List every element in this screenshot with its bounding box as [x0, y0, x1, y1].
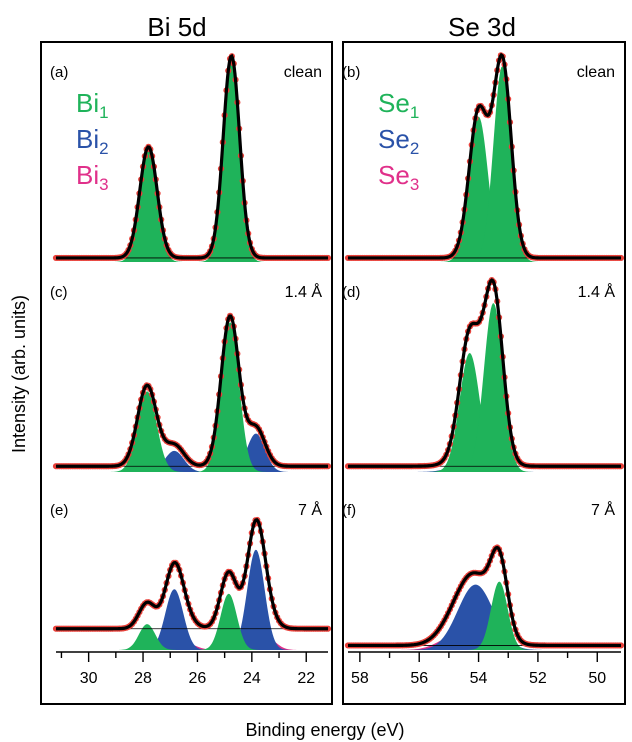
- x-tick-label: 54: [470, 670, 488, 687]
- legend-entry: Bi1: [76, 88, 109, 122]
- component-1-peak: [348, 581, 621, 650]
- x-tick-label: 28: [134, 670, 152, 687]
- component-1-peak: [56, 322, 328, 472]
- x-tick-label: 58: [351, 670, 369, 687]
- legend-entry: Se3: [378, 160, 419, 194]
- y-axis-label: Intensity (arb. units): [9, 295, 29, 453]
- component-1-peak: [348, 303, 621, 472]
- frame-se: [342, 41, 626, 705]
- panel-annotation: 7 Å: [591, 500, 615, 519]
- x-tick-label: 52: [529, 670, 547, 687]
- x-tick-label: 22: [297, 670, 315, 687]
- fit-line: [56, 517, 328, 631]
- panel-annotation: 7 Å: [298, 500, 322, 519]
- x-tick-label: 26: [189, 670, 207, 687]
- x-tick-label: 24: [243, 670, 261, 687]
- x-tick-label: 56: [410, 670, 428, 687]
- legend-entry: Se1: [378, 88, 419, 122]
- panel-b: (b) clean: [342, 52, 625, 262]
- panel-d: (d) 1.4 Å: [342, 276, 625, 472]
- panel-e: (e) 7 Å: [50, 500, 332, 650]
- frame-bi: [40, 41, 333, 705]
- legend-entry: Bi2: [76, 124, 109, 158]
- column-title-bi: Bi 5d: [147, 12, 206, 42]
- x-axis-label: Binding energy (eV): [245, 720, 404, 740]
- panel-c: (c) 1.4 Å: [50, 282, 332, 472]
- panel-label: (d): [342, 284, 360, 301]
- column-title-se: Se 3d: [448, 12, 516, 42]
- component-2-peak: [348, 584, 621, 650]
- panel-annotation: clean: [577, 64, 615, 81]
- ticks-layer: 30 28 26 24 22 58 56 54 52 50: [60, 652, 606, 687]
- legend-entry: Se2: [378, 124, 419, 158]
- data-points: [52, 312, 332, 470]
- panel-label: (a): [50, 64, 68, 81]
- panel-label: (e): [50, 502, 68, 519]
- panel-annotation: 1.4 Å: [285, 282, 323, 301]
- fit-line: [348, 278, 621, 468]
- panel-annotation: clean: [284, 64, 322, 81]
- panel-f: (f) 7 Å: [342, 500, 625, 650]
- component-2-peak: [56, 433, 328, 472]
- panel-label: (b): [342, 64, 360, 81]
- panel-a: (a) clean: [50, 53, 332, 263]
- fit-line: [348, 545, 621, 648]
- panel-annotation: 1.4 Å: [578, 282, 616, 301]
- fit-line: [348, 52, 621, 260]
- data-points: [52, 53, 332, 262]
- x-tick-label: 50: [588, 670, 606, 687]
- panel-label: (f): [342, 502, 356, 519]
- x-tick-label: 30: [80, 670, 98, 687]
- panels-layer: (a) clean (b) clean(c) 1.4 Å (d) 1.4 Å(e) 7 Å (f…: [50, 52, 625, 650]
- legend-entry: Bi3: [76, 160, 109, 194]
- fit-line: [56, 53, 328, 260]
- component-1-peak: [348, 116, 621, 262]
- panel-label: (c): [50, 284, 68, 301]
- fit-line: [56, 314, 328, 468]
- component-2-peak: [56, 549, 328, 650]
